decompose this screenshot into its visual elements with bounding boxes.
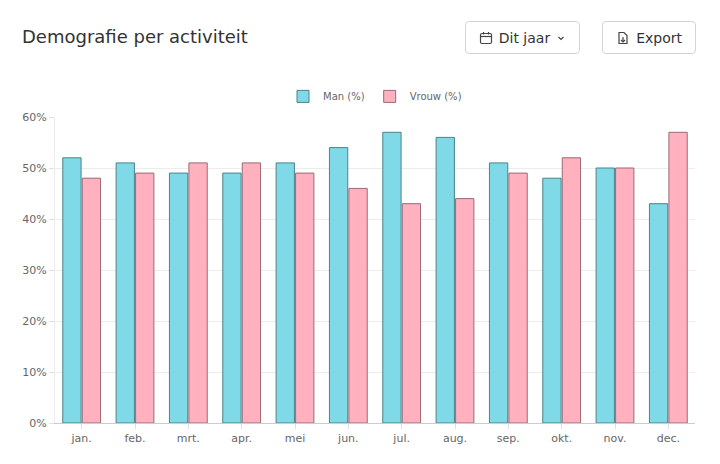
- svg-text:jun.: jun.: [337, 432, 359, 445]
- svg-text:okt.: okt.: [551, 432, 572, 445]
- svg-text:sep.: sep.: [497, 432, 520, 445]
- svg-text:0%: 0%: [29, 417, 46, 430]
- svg-text:Vrouw (%): Vrouw (%): [410, 91, 462, 102]
- svg-text:60%: 60%: [22, 111, 46, 124]
- svg-text:mei: mei: [285, 432, 306, 445]
- svg-text:apr.: apr.: [231, 432, 252, 445]
- svg-text:jul.: jul.: [392, 432, 410, 445]
- html-text:Demografie per activiteit: Demografie per activiteit: [22, 26, 248, 47]
- svg-text:feb.: feb.: [124, 432, 145, 445]
- html-text:Export: Export: [636, 29, 682, 46]
- svg-text:dec.: dec.: [657, 432, 680, 445]
- svg-text:jan.: jan.: [71, 432, 92, 445]
- svg-text:nov.: nov.: [604, 432, 627, 445]
- svg-text:mrt.: mrt.: [177, 432, 200, 445]
- svg-text:aug.: aug.: [443, 432, 467, 445]
- svg-text:40%: 40%: [22, 213, 46, 226]
- svg-text:30%: 30%: [22, 264, 46, 277]
- svg-text:20%: 20%: [22, 315, 46, 328]
- svg-text:10%: 10%: [22, 366, 46, 379]
- html-text:Dit jaar: Dit jaar: [498, 29, 551, 46]
- svg-text:Man (%): Man (%): [323, 91, 365, 102]
- svg-text:50%: 50%: [22, 162, 46, 175]
